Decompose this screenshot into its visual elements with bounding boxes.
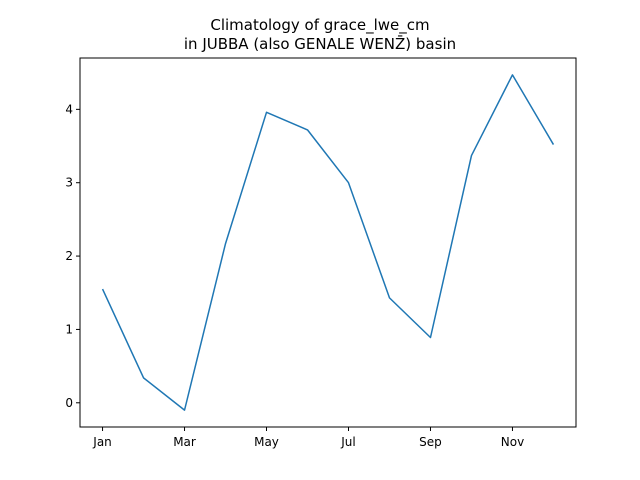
x-axis: Jan Mar May Jul Sep Nov — [92, 427, 524, 449]
y-tick-label: 1 — [65, 322, 73, 336]
x-tick-label: Mar — [173, 435, 196, 449]
series-line — [101, 74, 555, 411]
chart-title-line-1: Climatology of grace_lwe_cm — [210, 16, 429, 35]
y-axis: 0 1 2 3 4 — [65, 102, 80, 410]
chart-title-line-2: in JUBBA (also GENALE WENZ̄) basin — [184, 34, 456, 53]
y-tick-label: 0 — [65, 396, 73, 410]
x-tick-label: Sep — [419, 435, 442, 449]
x-tick-label: Jan — [92, 435, 112, 449]
x-tick-label: May — [254, 435, 279, 449]
y-tick-label: 4 — [65, 102, 73, 116]
y-tick-label: 2 — [65, 249, 73, 263]
x-tick-label: Jul — [340, 435, 355, 449]
series-layer — [101, 74, 555, 411]
plot-area-frame — [79, 57, 577, 428]
y-tick-label: 3 — [65, 176, 73, 190]
x-tick-label: Nov — [501, 435, 524, 449]
